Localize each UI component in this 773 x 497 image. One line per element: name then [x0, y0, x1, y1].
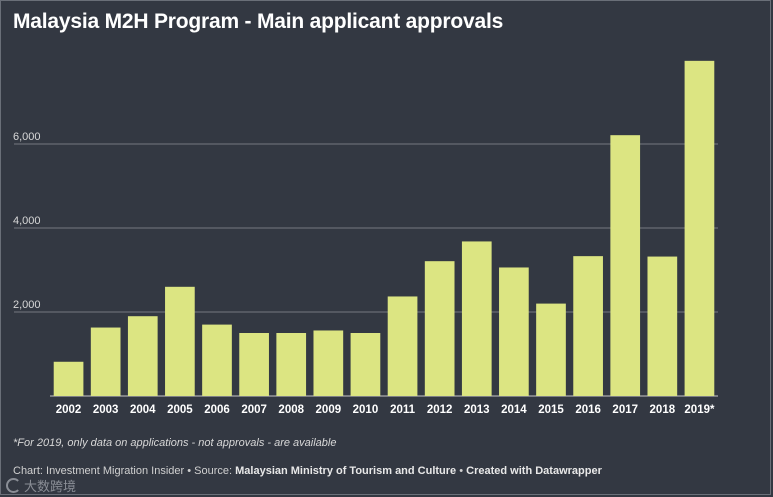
- y-tick-label: 2,000: [13, 299, 41, 311]
- x-tick-label: 2011: [390, 404, 416, 416]
- bar-2005: [165, 286, 195, 396]
- x-tick-label: 2006: [204, 404, 230, 416]
- x-tick-label: 2002: [56, 404, 82, 416]
- bar-2011: [387, 296, 418, 396]
- bar-2008: [276, 333, 307, 396]
- x-tick-label: 2013: [464, 404, 490, 416]
- watermark-logo-icon: [6, 478, 21, 493]
- bar-2010: [350, 333, 381, 396]
- bar-2019: [684, 60, 715, 397]
- x-tick-label: 2003: [93, 404, 119, 416]
- grid-layer: 2,000 4,000 6,000: [13, 131, 718, 397]
- x-tick-label: 2019*: [684, 404, 715, 416]
- bar-chart: 2,000 4,000 6,000 2002 2003 2004 2005 2006 2007…: [13, 60, 718, 416]
- x-tick-label: 2018: [650, 404, 676, 416]
- x-tick-label: 2017: [612, 404, 638, 416]
- x-tick-label: 2009: [316, 404, 342, 416]
- y-tick-label: 4,000: [13, 215, 41, 227]
- footnote: *For 2019, only data on applications - n…: [13, 437, 337, 449]
- x-label-layer: 2002 2003 2004 2005 2006 2007 2008 2009 2010 2011…: [56, 404, 715, 416]
- bar-2017: [610, 135, 641, 396]
- credit-source: Malaysian Ministry of Tourism and Cultur…: [235, 465, 457, 477]
- x-tick-label: 2014: [501, 404, 527, 416]
- x-tick-label: 2005: [167, 404, 193, 416]
- chart-title: Malaysia M2H Program - Main applicant ap…: [13, 10, 504, 33]
- bar-2002: [53, 361, 84, 396]
- bar-2016: [573, 256, 603, 396]
- bar-layer: [53, 60, 715, 397]
- bar-2012: [424, 261, 455, 396]
- bar-2018: [647, 256, 678, 396]
- bar-2003: [90, 327, 121, 396]
- x-tick-label: 2015: [538, 404, 564, 416]
- credit-separator: •: [456, 465, 467, 477]
- credit-tool: Created with Datawrapper: [466, 465, 602, 477]
- bar-2004: [127, 316, 158, 396]
- credit-prefix: Chart: Investment Migration Insider • So…: [13, 465, 236, 477]
- x-tick-label: 2004: [130, 404, 156, 416]
- x-tick-label: 2010: [353, 404, 379, 416]
- x-tick-label: 2016: [575, 404, 601, 416]
- y-tick-label: 6,000: [13, 131, 41, 143]
- x-tick-label: 2008: [278, 404, 304, 416]
- bar-2014: [499, 267, 529, 396]
- x-tick-label: 2012: [427, 404, 453, 416]
- watermark: 大数跨境: [6, 476, 76, 495]
- x-tick-label: 2007: [241, 404, 267, 416]
- bar-2006: [202, 324, 232, 396]
- bar-2013: [461, 241, 492, 396]
- bar-2015: [536, 303, 566, 396]
- bar-2009: [313, 330, 344, 396]
- bar-2007: [239, 333, 269, 396]
- watermark-text: 大数跨境: [24, 480, 77, 495]
- credit-line: Chart: Investment Migration Insider • So…: [13, 465, 602, 477]
